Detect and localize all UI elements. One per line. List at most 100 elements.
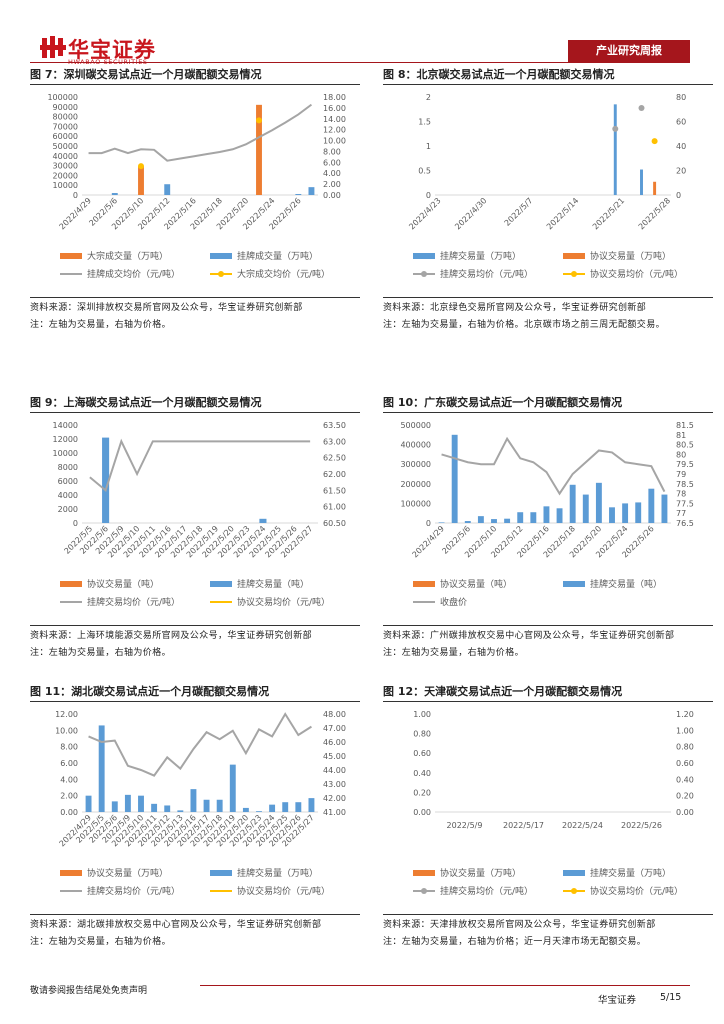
brand: 华宝证券 [68, 38, 156, 62]
y-tick-label: 12.00 [55, 710, 78, 719]
bar [504, 518, 511, 523]
legend-swatch [563, 581, 585, 587]
y2-tick-label: 1.00 [676, 726, 694, 735]
legend-label: 挂牌交易均价（元/吨） [440, 885, 533, 897]
bar [295, 802, 302, 812]
x-tick-label: 2022/4/30 [453, 196, 488, 231]
y2-tick-label: 45.00 [323, 752, 346, 761]
y2-tick-label: 6.00 [323, 158, 341, 167]
legend-label: 收盘价 [440, 596, 467, 608]
bar [256, 104, 262, 195]
y2-tick-label: 79 [676, 470, 686, 479]
legend-marker [421, 271, 427, 277]
y-tick-label: 10000 [53, 449, 78, 458]
line-marker [651, 138, 658, 145]
y2-tick-label: 77.5 [676, 499, 694, 508]
disclaimer: 敬请参阅报告结尾处免责声明 [30, 986, 148, 996]
legend-label: 大宗成交均价（元/吨） [237, 268, 330, 280]
y2-tick-label: 42.00 [323, 794, 346, 803]
legend-label: 挂牌交易量（万吨） [590, 867, 671, 879]
figure-panel: 图 10：广东碳交易试点近一个月碳配额交易情况 0 100000 200000 3000… [383, 394, 713, 662]
legend-label: 挂牌交易量（万吨） [440, 250, 521, 262]
legend-label: 协议交易量（吨） [87, 578, 159, 590]
x-tick-label: 2022/5/14 [545, 196, 580, 231]
bar [640, 169, 643, 195]
x-tick-label: 2022/5/21 [591, 196, 626, 231]
bar [229, 764, 236, 812]
y2-tick-label: 40 [676, 142, 686, 151]
y2-tick-label: 80.5 [676, 441, 694, 450]
bar [464, 521, 471, 523]
y-tick-label: 70000 [53, 122, 78, 131]
legend-marker [571, 888, 577, 894]
bar [295, 194, 302, 195]
legend-marker [571, 271, 577, 277]
bar [242, 807, 249, 812]
figure-panel: 图 8：北京碳交易试点近一个月碳配额交易情况 0 0.5 1 1.5 2 0 20 40 60 80… [383, 66, 713, 334]
bar [177, 810, 184, 812]
y-tick-label: 4.00 [60, 775, 78, 784]
y-tick-label: 2.00 [60, 792, 78, 801]
bar [216, 799, 223, 812]
bar [491, 519, 497, 523]
notes: 资料来源：广州碳排放权交易中心官网及公众号，华宝证券研究创新部 注：左轴为交易量，… [383, 628, 713, 662]
y-tick-label: 8000 [58, 463, 78, 472]
legend-label: 挂牌交易量（万吨） [237, 867, 318, 879]
source-note: 资料来源：广州碳排放权交易中心官网及公众号，华宝证券研究创新部 [383, 631, 675, 641]
y-tick-label: 30000 [53, 162, 78, 171]
bar [595, 482, 602, 523]
x-tick-label: 2022/4/23 [407, 196, 442, 231]
y2-tick-label: 62.00 [323, 470, 346, 479]
logo-mark [40, 36, 66, 58]
legend-label: 挂牌交易量（吨） [590, 578, 662, 590]
axis-note: 注：左轴为交易量，右轴为价格。 [30, 937, 172, 947]
y2-tick-label: 79.5 [676, 460, 694, 469]
y-tick-label: 0.40 [413, 769, 431, 778]
y2-tick-label: 8.00 [323, 147, 341, 156]
line-series [89, 438, 311, 493]
figure-panel: 图 11：湖北碳交易试点近一个月碳配额交易情况 0.00 2.00 4.00 6.00 8… [30, 683, 360, 951]
chart: 0 100000 200000 300000 400000 500000 76.57777.… [400, 421, 694, 608]
y2-tick-label: 48.00 [323, 710, 346, 719]
y-tick-label: 0.60 [413, 749, 431, 758]
x-tick-label: 2022/5/9 [447, 821, 483, 830]
y-tick-label: 80000 [53, 113, 78, 122]
y2-tick-label: 0.00 [323, 191, 341, 200]
legend-label: 挂牌交易均价（元/吨） [87, 885, 180, 897]
y2-tick-label: 78 [676, 490, 686, 499]
axis-note: 注：左轴为交易量，右轴为价格。 [383, 648, 525, 658]
y-tick-label: 6000 [58, 477, 78, 486]
bar [477, 516, 484, 523]
legend-label: 挂牌交易均价（元/吨） [87, 596, 180, 608]
y2-tick-label: 12.00 [323, 126, 346, 135]
bar [164, 184, 171, 195]
y-tick-label: 10000 [53, 181, 78, 190]
bar [517, 512, 524, 523]
source-note: 资料来源：北京绿色交易所官网及公众号，华宝证券研究创新部 [383, 303, 647, 313]
rule [30, 914, 360, 915]
legend-swatch [563, 870, 585, 876]
bar [308, 187, 315, 195]
bar [190, 789, 197, 812]
page-number: 5/15 [660, 992, 682, 1003]
y2-tick-label: 20 [676, 167, 686, 176]
bar [556, 508, 563, 523]
chart: 0.00 0.20 0.40 0.60 0.80 1.00 0.00 0.20 0.40 0.60… [413, 710, 694, 897]
bar [259, 518, 267, 523]
figure-title: 图 8：北京碳交易试点近一个月碳配额交易情况 [383, 66, 713, 85]
footer-rule [200, 985, 690, 986]
notes: 资料来源：深圳排放权交易所官网及公众号，华宝证券研究创新部 注：左轴为交易量，右轴… [30, 300, 360, 334]
bar [451, 434, 458, 523]
bar [653, 181, 657, 195]
y2-tick-label: 0 [676, 191, 681, 200]
y-tick-label: 1.00 [413, 710, 431, 719]
y-tick-label: 1.5 [418, 118, 431, 127]
axis-note: 注：左轴为交易量，右轴为价格。北京碳市场之前三周无配额交易。 [383, 320, 666, 330]
bar [609, 507, 615, 523]
x-tick-label: 2022/5/26 [621, 821, 662, 830]
chart: 0.00 2.00 4.00 6.00 8.00 10.00 12.00 41.00 42.00… [55, 710, 346, 897]
y-tick-label: 14000 [53, 421, 78, 430]
x-tick-label: 2022/5/17 [503, 821, 544, 830]
bar [582, 494, 589, 523]
y2-tick-label: 10.00 [323, 137, 346, 146]
